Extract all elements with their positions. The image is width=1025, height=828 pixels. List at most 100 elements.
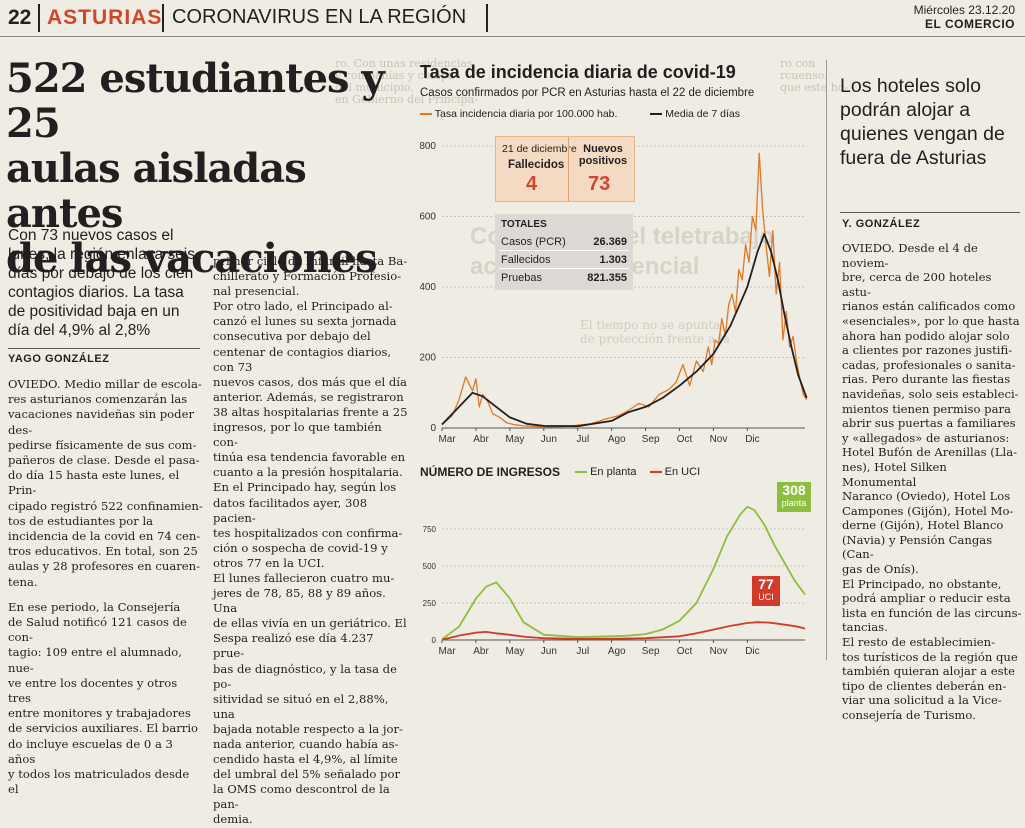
- body-line: «esenciales», por lo que hasta: [842, 313, 1020, 328]
- x-tick-label: Dic: [745, 646, 759, 657]
- x-tick-label: Abr: [473, 646, 489, 657]
- y-tick-label: 0: [432, 636, 437, 645]
- body-line: OVIEDO. Medio millar de escola-: [8, 377, 202, 391]
- body-line: Sespa realizó ese día 4.237 prue-: [213, 631, 374, 661]
- body-line: nuevos casos, dos más que el día: [213, 374, 407, 389]
- body-line: OVIEDO. Desde el 4 de noviem-: [842, 241, 978, 270]
- body-line: viar una solicitud a la Vice-: [842, 693, 1002, 708]
- totals-value: 1.303: [599, 254, 627, 266]
- sidebar-headline: Los hoteles solo podrán alojar a quienes …: [840, 75, 1005, 169]
- body-line: consecutiva por debajo del: [213, 329, 371, 344]
- body-line: bas de diagnóstico, y la tasa de po-: [213, 661, 397, 691]
- body-line: (Navia) y Pensión Cangas (Can-: [842, 532, 993, 562]
- x-tick-label: Abr: [473, 434, 489, 445]
- fallecidos-value: 4: [526, 173, 538, 195]
- x-tick-label: Ago: [608, 434, 626, 445]
- body-line: nes), Hotel Silken Monumental: [842, 459, 947, 489]
- chart-title: Tasa de incidencia diaria de covid-19: [420, 62, 736, 82]
- chart2-legend: En planta En UCI: [575, 466, 700, 478]
- body-line: rias. Pero durante las fiestas: [842, 372, 1011, 387]
- summary-divider: [568, 137, 569, 201]
- body-line: vacaciones navideñas sin poder des-: [8, 407, 194, 437]
- legend-label-avg: Media de 7 días: [665, 108, 741, 120]
- body-line: En el Principado hay, según los: [213, 480, 397, 495]
- legend-swatch-avg: [650, 113, 663, 116]
- body-line: En ese periodo, la Consejería: [8, 599, 181, 614]
- body-line: la OMS como descontrol de la pan-: [213, 782, 390, 812]
- x-tick-label: Jun: [541, 434, 557, 445]
- x-tick-label: Jul: [576, 646, 589, 657]
- positivos-value: 73: [588, 173, 611, 195]
- body-line: chillerato y Formación Profesio-: [213, 269, 402, 284]
- sidebar-byline-rule: [840, 212, 1020, 213]
- x-tick-label: Jun: [541, 646, 557, 657]
- body-line: gas de Onís).: [842, 562, 919, 577]
- body-line: tancias.: [842, 620, 888, 635]
- y-tick-label: 750: [423, 525, 437, 534]
- body-line: tos turísticos de la región que: [842, 649, 1018, 664]
- body-line: a clientes por razones justifi-: [842, 343, 1013, 358]
- body-line: de ellas vivía en un geriátrico. El: [213, 616, 407, 631]
- body-line: Hotel Bufón de Arenillas (Lla-: [842, 445, 1018, 460]
- sidebar-divider: [826, 60, 827, 660]
- body-line: de servicios auxiliares. El barrio: [8, 721, 199, 736]
- article-headline: 522 estudiantes y 25 aulas aisladas ante…: [6, 55, 385, 282]
- body-line: rianos están calificados como: [842, 299, 1016, 314]
- series-line: [441, 233, 808, 428]
- y-tick-label: 500: [423, 562, 437, 571]
- body-line: [8, 590, 203, 600]
- chart-subtitle: Casos confirmados por PCR en Asturias ha…: [420, 87, 755, 99]
- header-divider: [486, 4, 488, 32]
- header-rule: [0, 36, 1025, 37]
- body-line: bajada notable respecto a la jor-: [213, 721, 403, 736]
- body-line: El lunes fallecieron cuatro mu-: [213, 570, 395, 585]
- uci-callout-value: 77: [758, 576, 774, 592]
- body-line: res asturianos comenzarán las: [8, 392, 188, 407]
- body-line: canzó el lunes su sexta jornada: [213, 314, 397, 329]
- page-number: 22: [8, 6, 32, 29]
- topic-label: CORONAVIRUS EN LA REGIÓN: [172, 6, 467, 28]
- x-tick-label: Sep: [642, 646, 660, 657]
- body-line: tes hospitalizados con confirma-: [213, 525, 403, 540]
- planta-callout-label: planta: [781, 498, 807, 508]
- x-tick-label: Nov: [710, 434, 728, 445]
- body-line: Por otro lado, el Principado al-: [213, 299, 393, 314]
- body-line: anterior. Además, se registraron: [213, 389, 404, 404]
- body-line: cuanto a la presión hospitalaria.: [213, 465, 403, 480]
- x-tick-label: Mar: [438, 646, 456, 657]
- admissions-chart: 0 250 500 750 Mar Abr May Jun Jul Ago Sep Oct Nov Dic: [423, 505, 806, 657]
- body-line: consejería de Turismo.: [842, 708, 976, 722]
- x-tick-label: Oct: [677, 646, 693, 657]
- body-line: podrá ampliar o reducir esta: [842, 591, 1011, 606]
- positivos-label: Nuevos positivos: [578, 143, 628, 167]
- body-line: mientos tienen permiso para: [842, 401, 1011, 416]
- y-tick-label: 200: [420, 353, 436, 364]
- totals-label: Casos (PCR): [501, 236, 566, 248]
- body-line: tros educativos. En total, son 25: [8, 544, 198, 559]
- body-line: pañeros de clase. Desde el pasa-: [8, 453, 200, 468]
- y-tick-label: 600: [420, 212, 436, 223]
- body-line: entre monitores y trabajadores: [8, 706, 191, 721]
- totals-box: TOTALES Casos (PCR) 26.369 Fallecidos 1.…: [495, 214, 633, 290]
- x-tick-label: Ago: [608, 646, 626, 657]
- fallecidos-label: Fallecidos: [508, 159, 565, 171]
- body-line: y todos los matriculados desde el: [8, 767, 190, 797]
- body-line: bre, cerca de 200 hoteles astu-: [842, 270, 992, 299]
- bleed-through-text: El tiempo no se apunta de protección fren…: [580, 318, 730, 346]
- chart2-title: NÚMERO DE INGRESOS: [420, 465, 561, 479]
- body-line: demia.: [213, 812, 253, 827]
- body-line: y «allegados» de asturianos:: [842, 430, 1010, 445]
- totals-value: 26.369: [593, 236, 627, 248]
- section-label: ASTURIAS: [47, 6, 163, 29]
- legend-label-planta: En planta: [590, 466, 637, 478]
- body-line: aulas y 28 profesores en cuaren-: [8, 559, 201, 574]
- x-tick-label: Sep: [642, 434, 660, 445]
- body-line: tena.: [8, 574, 38, 589]
- totals-value: 821.355: [587, 272, 627, 284]
- body-line: jeres de 78, 85, 88 y 89 años. Una: [213, 586, 386, 616]
- body-line: nal presencial.: [213, 284, 300, 299]
- body-line: ingresos, por lo que también con-: [213, 420, 382, 450]
- body-line: sitividad se situó en el 2,88%, una: [213, 691, 389, 721]
- body-line: tos de estudiantes por la: [8, 513, 154, 528]
- body-line: 38 altas hospitalarias frente a 25: [213, 404, 408, 419]
